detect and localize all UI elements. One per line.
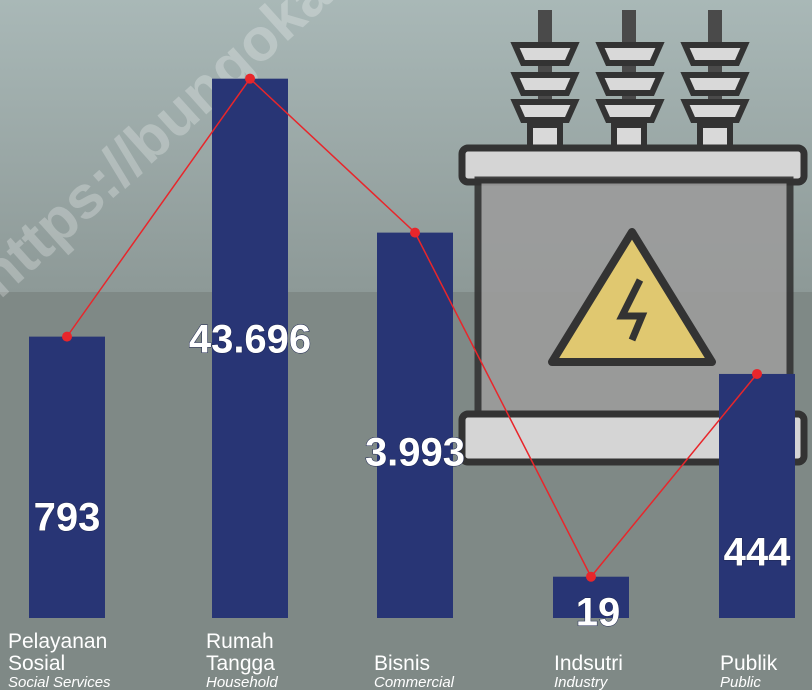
bar — [377, 233, 453, 618]
value-label: 444 — [724, 531, 791, 575]
value-label: 793 — [34, 496, 101, 540]
category-name: Bisnis — [374, 653, 484, 675]
category-name: Indsutri — [554, 653, 664, 675]
category-english: Industry — [554, 675, 664, 690]
category-name: Rumah Tangga — [206, 631, 316, 675]
trend-dot — [245, 74, 255, 84]
trend-dot — [410, 228, 420, 238]
category-english: Household — [206, 675, 316, 690]
value-label: 43.696 — [189, 318, 311, 362]
trend-dot — [586, 572, 596, 582]
category-english: Public — [720, 675, 812, 690]
trend-dot — [62, 332, 72, 342]
trend-dot — [752, 369, 762, 379]
bar — [719, 374, 795, 618]
category-english: Social Services — [8, 675, 118, 690]
category-name: Pelayanan Sosial — [8, 631, 118, 675]
category-name: Publik — [720, 653, 812, 675]
page: https://bungokab 79343.6963.99319444 Pel… — [0, 0, 812, 690]
value-label: 3.993 — [365, 431, 465, 475]
chart: https://bungokab 79343.6963.99319444 — [0, 0, 812, 690]
bar — [29, 337, 105, 618]
category-english: Commercial — [374, 675, 484, 690]
